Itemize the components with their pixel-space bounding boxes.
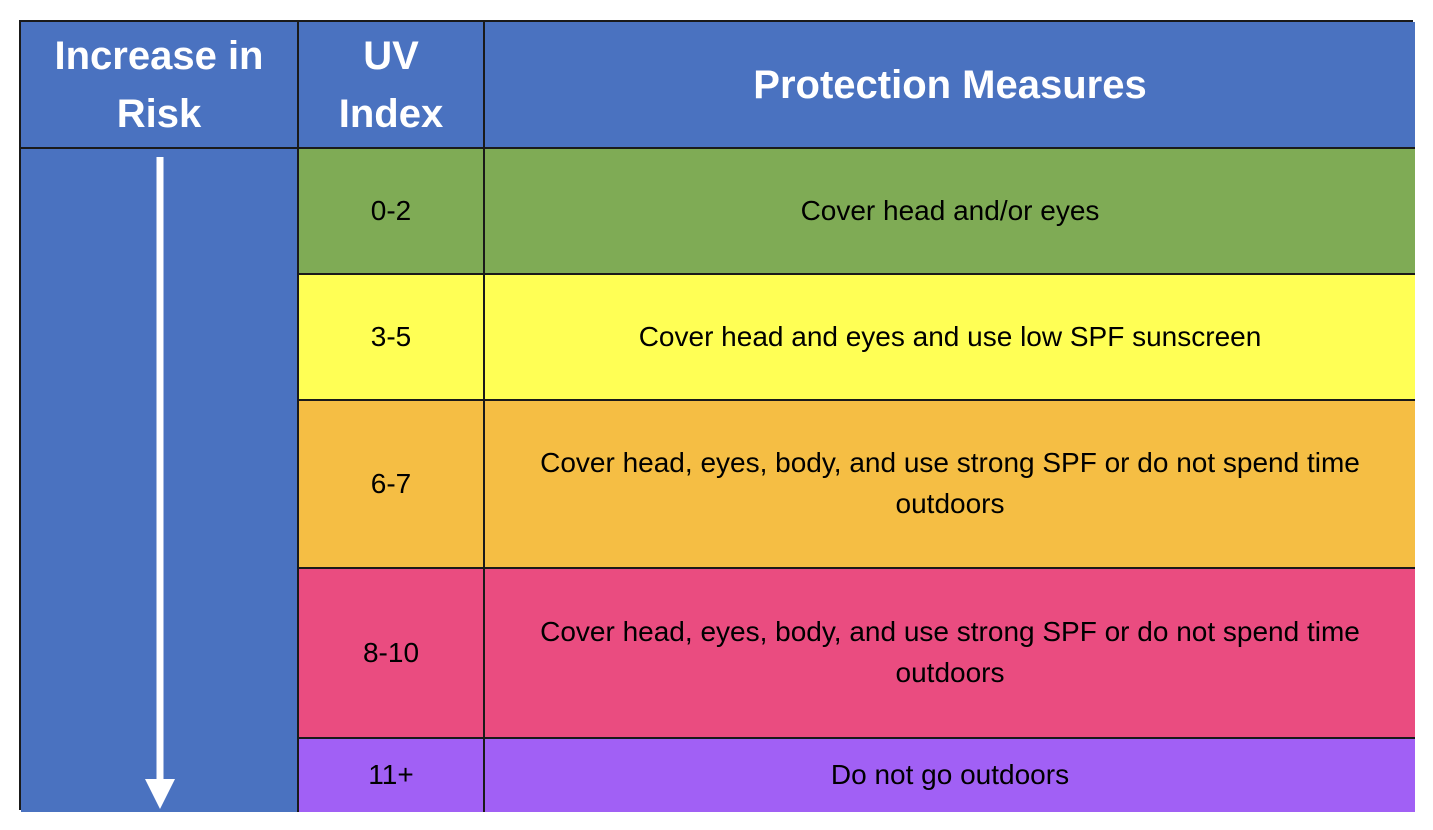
header-cell: Protection Measures	[485, 22, 1415, 149]
measure: Cover head, eyes, body, and use strong S…	[485, 401, 1415, 569]
uv-index: 11+	[299, 739, 485, 812]
header-cell: Increase in Risk	[21, 22, 299, 149]
measure: Cover head and/or eyes	[485, 149, 1415, 275]
uv-index: 6-7	[299, 401, 485, 569]
uv-index: 8-10	[299, 569, 485, 739]
arrow-head	[145, 779, 175, 809]
measure: Do not go outdoors	[485, 739, 1415, 812]
measure: Cover head and eyes and use low SPF suns…	[485, 275, 1415, 401]
uv-table: Increase in Risk UV Index Protection Mea…	[19, 20, 1415, 812]
uv-index: 3-5	[299, 275, 485, 401]
uv-index: 0-2	[299, 149, 485, 275]
header-cell: UV Index	[299, 22, 485, 149]
risk-arrow	[145, 157, 175, 809]
risk-column	[21, 149, 299, 812]
measure: Cover head, eyes, body, and use strong S…	[485, 569, 1415, 739]
